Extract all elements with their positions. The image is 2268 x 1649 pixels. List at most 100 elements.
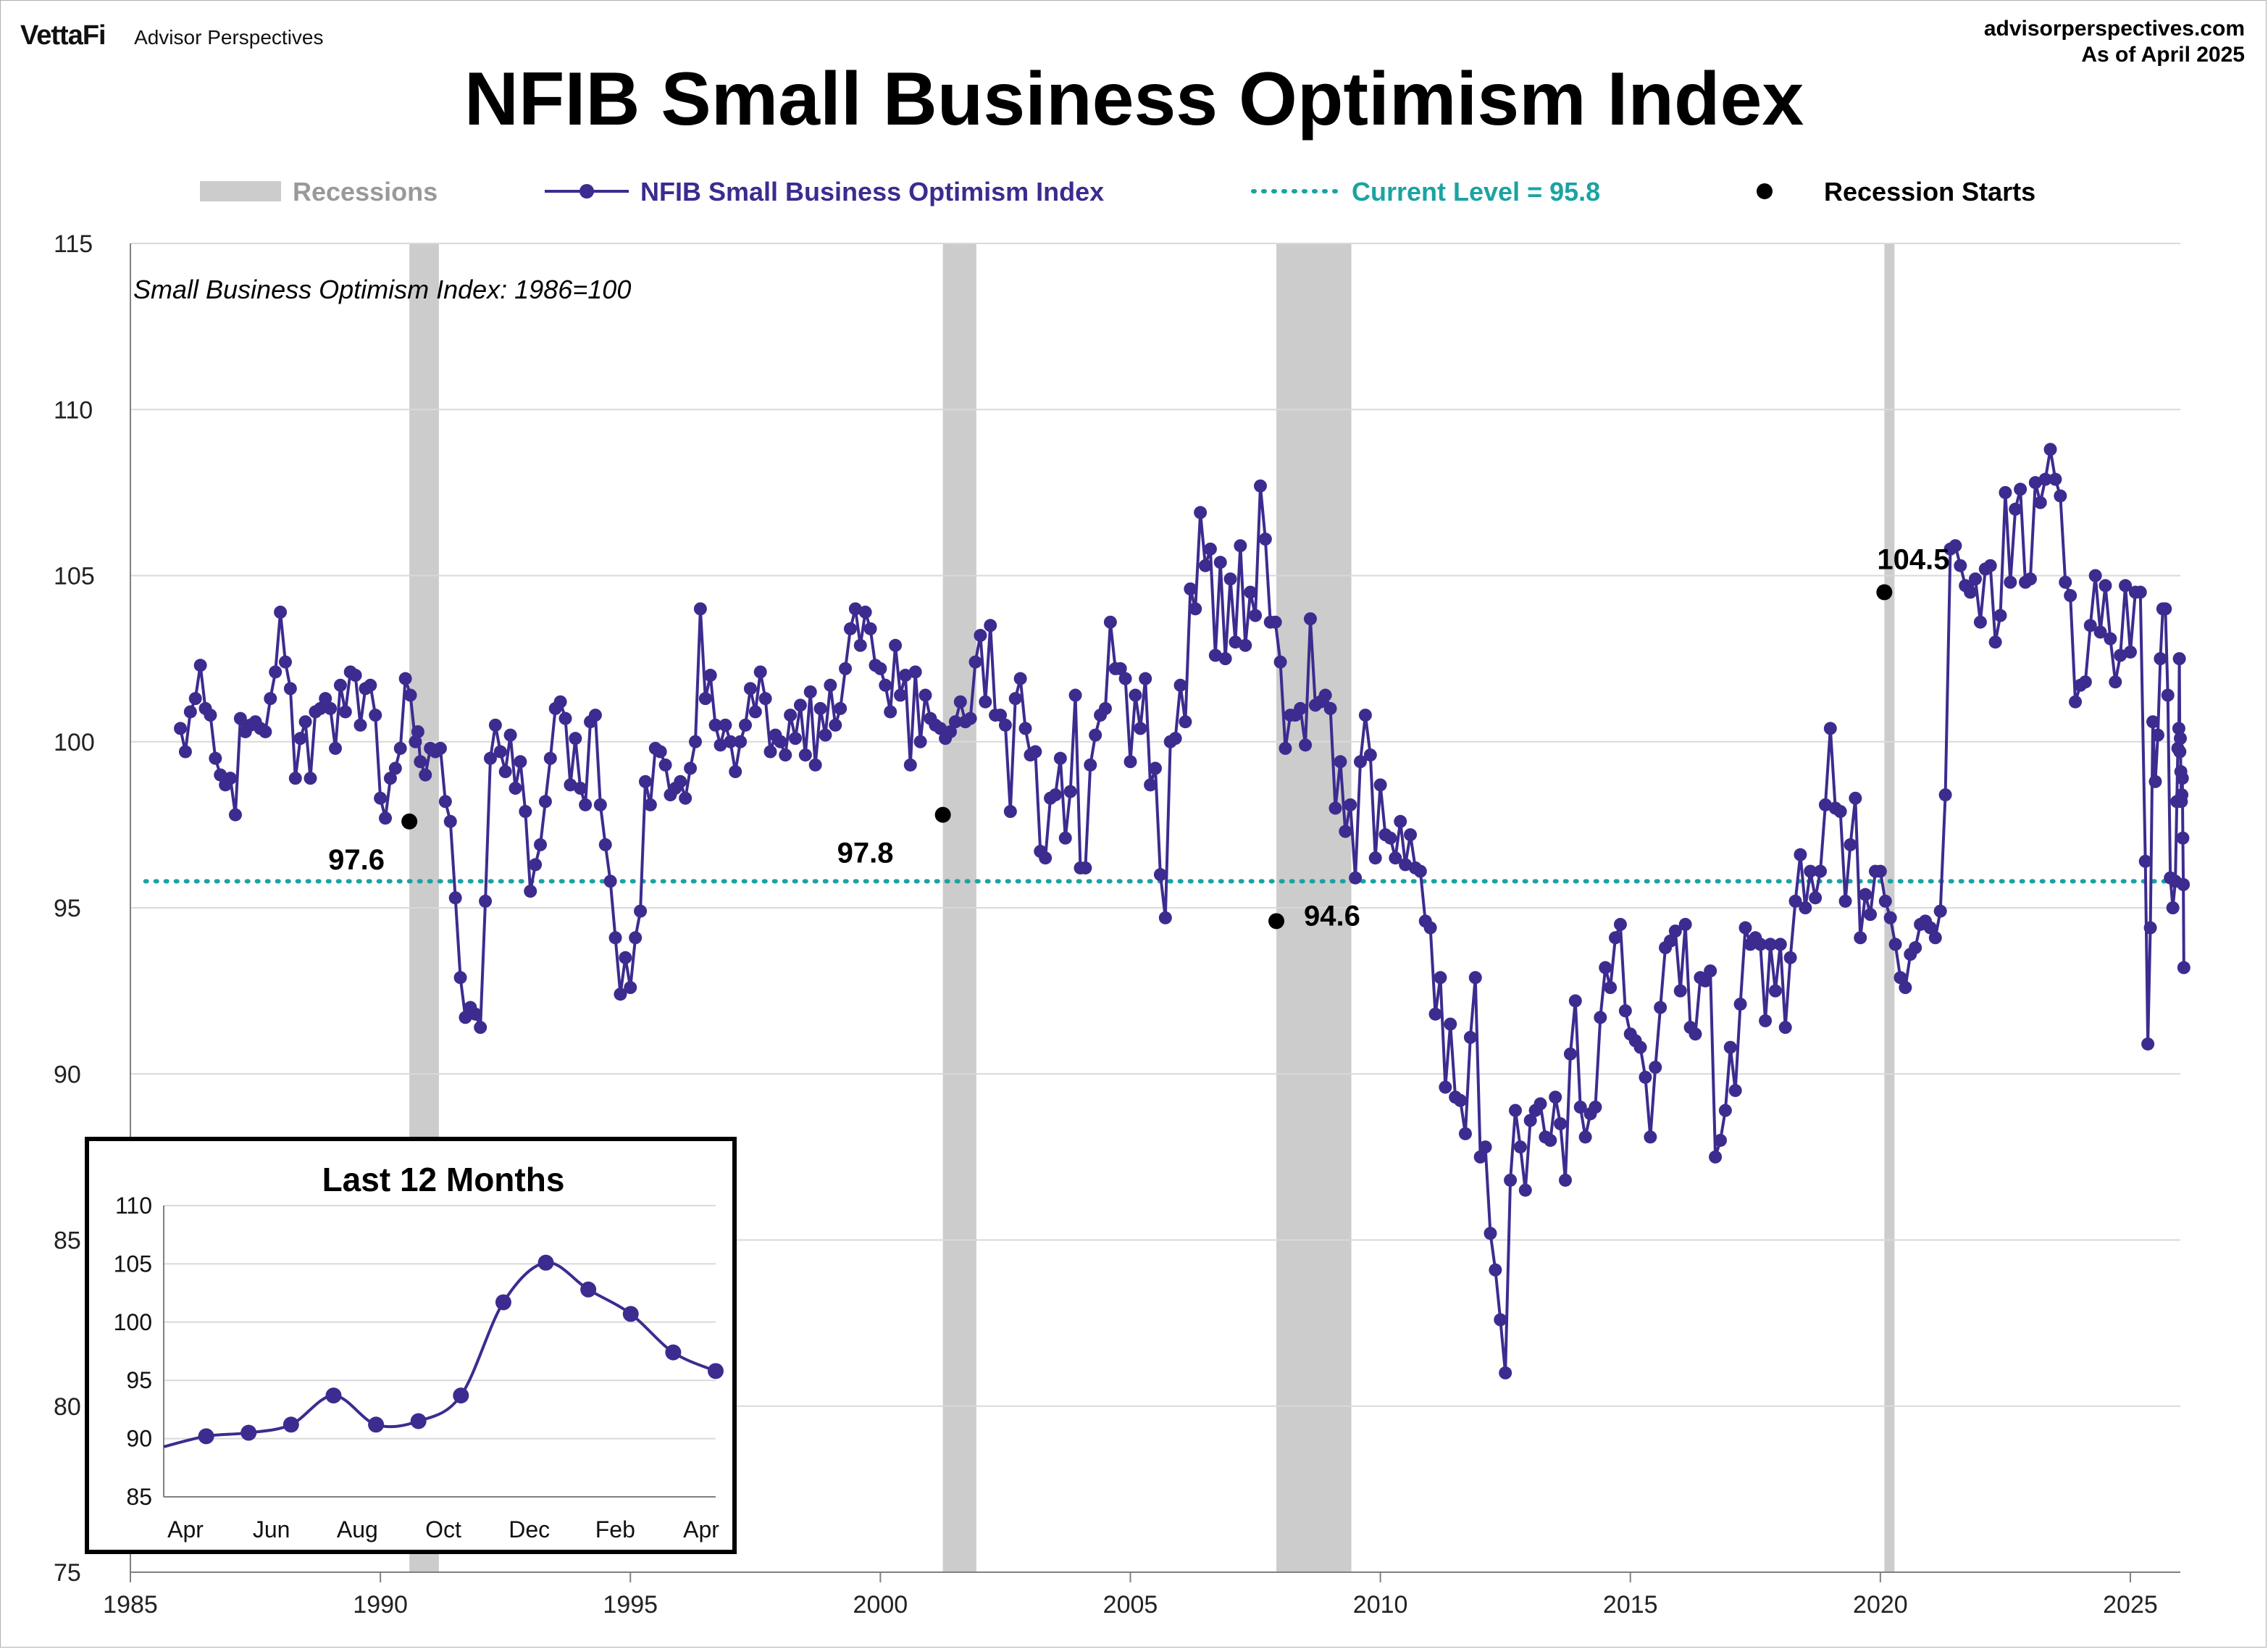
data-point xyxy=(1894,971,1907,985)
data-point xyxy=(1699,974,1712,988)
data-point xyxy=(898,669,912,682)
data-point xyxy=(1499,1366,1512,1379)
recession-start-marker xyxy=(1876,584,1893,601)
data-point xyxy=(1549,1090,1562,1104)
data-point xyxy=(224,772,238,785)
data-point xyxy=(1063,785,1077,798)
data-point xyxy=(514,755,527,769)
data-point xyxy=(674,775,687,788)
as-of-date: As of April 2025 xyxy=(2081,43,2245,67)
data-point xyxy=(1778,1021,1792,1035)
data-point xyxy=(1134,722,1147,735)
data-point xyxy=(393,741,407,755)
data-point xyxy=(324,701,338,715)
data-point xyxy=(1323,701,1337,715)
data-point xyxy=(1859,888,1872,901)
data-point xyxy=(1563,1047,1577,1061)
data-point xyxy=(1504,1173,1518,1187)
data-point xyxy=(1833,805,1847,819)
data-point xyxy=(2138,854,2152,868)
data-point xyxy=(1373,778,1387,792)
data-point xyxy=(1173,678,1187,692)
data-point xyxy=(1639,1070,1652,1084)
legend: Recessions NFIB Small Business Optimism I… xyxy=(200,177,2035,206)
data-point xyxy=(2146,715,2160,729)
data-point xyxy=(1554,1117,1568,1131)
x-tick-label: 1995 xyxy=(603,1591,658,1619)
data-point xyxy=(228,808,242,822)
data-point xyxy=(1384,831,1397,845)
data-point xyxy=(2176,831,2190,845)
data-point xyxy=(994,709,1008,722)
y-tick-label: 85 xyxy=(54,1227,81,1255)
data-point xyxy=(693,602,707,616)
data-point xyxy=(948,715,962,729)
legend-series-label: NFIB Small Business Optimism Index xyxy=(640,177,1104,206)
data-point xyxy=(1854,931,1867,945)
recession-start-label: 104.5 xyxy=(1877,543,1949,575)
inset-x-tick-label: Apr xyxy=(167,1516,204,1542)
data-point xyxy=(1783,951,1797,964)
data-point xyxy=(1804,864,1817,878)
data-point xyxy=(1444,1017,1457,1031)
data-point xyxy=(509,781,522,795)
data-point xyxy=(193,659,207,672)
data-point xyxy=(2166,901,2180,914)
data-point xyxy=(1933,904,1947,918)
data-point xyxy=(1733,997,1747,1011)
data-point xyxy=(1203,542,1217,556)
y-tick-label: 110 xyxy=(54,396,93,424)
data-point xyxy=(748,705,762,719)
data-point xyxy=(1649,1061,1662,1074)
inset-y-tick-label: 100 xyxy=(114,1309,152,1335)
data-point xyxy=(1644,1130,1657,1144)
data-point xyxy=(443,814,457,828)
data-point xyxy=(688,735,702,748)
inset-data-point xyxy=(580,1281,597,1298)
data-point xyxy=(1533,1097,1547,1111)
data-point xyxy=(798,748,812,762)
data-point xyxy=(433,741,447,755)
data-point xyxy=(1389,851,1402,865)
data-point xyxy=(1258,533,1272,546)
data-point xyxy=(1454,1093,1468,1107)
data-point xyxy=(2028,476,2042,490)
data-point xyxy=(858,605,872,619)
data-point xyxy=(1358,709,1372,722)
data-point xyxy=(729,765,742,779)
data-point xyxy=(1428,1007,1442,1021)
data-point xyxy=(608,931,622,945)
data-point xyxy=(1899,981,1912,995)
data-point xyxy=(374,791,388,805)
data-point xyxy=(2172,722,2185,735)
data-point xyxy=(574,781,587,795)
data-point xyxy=(1468,971,1482,985)
data-point xyxy=(274,605,288,619)
y-tick-label: 75 xyxy=(54,1559,81,1587)
data-point xyxy=(784,709,798,722)
data-point xyxy=(1118,672,1132,685)
data-point xyxy=(1473,1150,1487,1164)
data-point xyxy=(293,732,307,746)
data-point xyxy=(1139,672,1152,685)
data-point xyxy=(348,669,362,682)
data-point xyxy=(519,805,532,819)
inset-y-tick-label: 85 xyxy=(126,1484,152,1510)
data-point xyxy=(1013,672,1027,685)
data-point xyxy=(808,758,822,772)
data-point xyxy=(364,678,377,692)
data-point xyxy=(1199,559,1213,572)
x-tick-label: 1985 xyxy=(103,1591,158,1619)
data-point xyxy=(1123,755,1137,769)
data-point xyxy=(283,682,297,696)
data-point xyxy=(1194,506,1208,519)
data-point xyxy=(1673,984,1687,998)
data-point xyxy=(789,732,803,746)
data-point xyxy=(884,705,897,719)
data-point xyxy=(963,711,977,725)
data-point xyxy=(1478,1140,1492,1154)
data-point xyxy=(1153,868,1167,882)
data-point xyxy=(684,761,698,775)
data-point xyxy=(743,682,757,696)
data-point xyxy=(338,705,352,719)
